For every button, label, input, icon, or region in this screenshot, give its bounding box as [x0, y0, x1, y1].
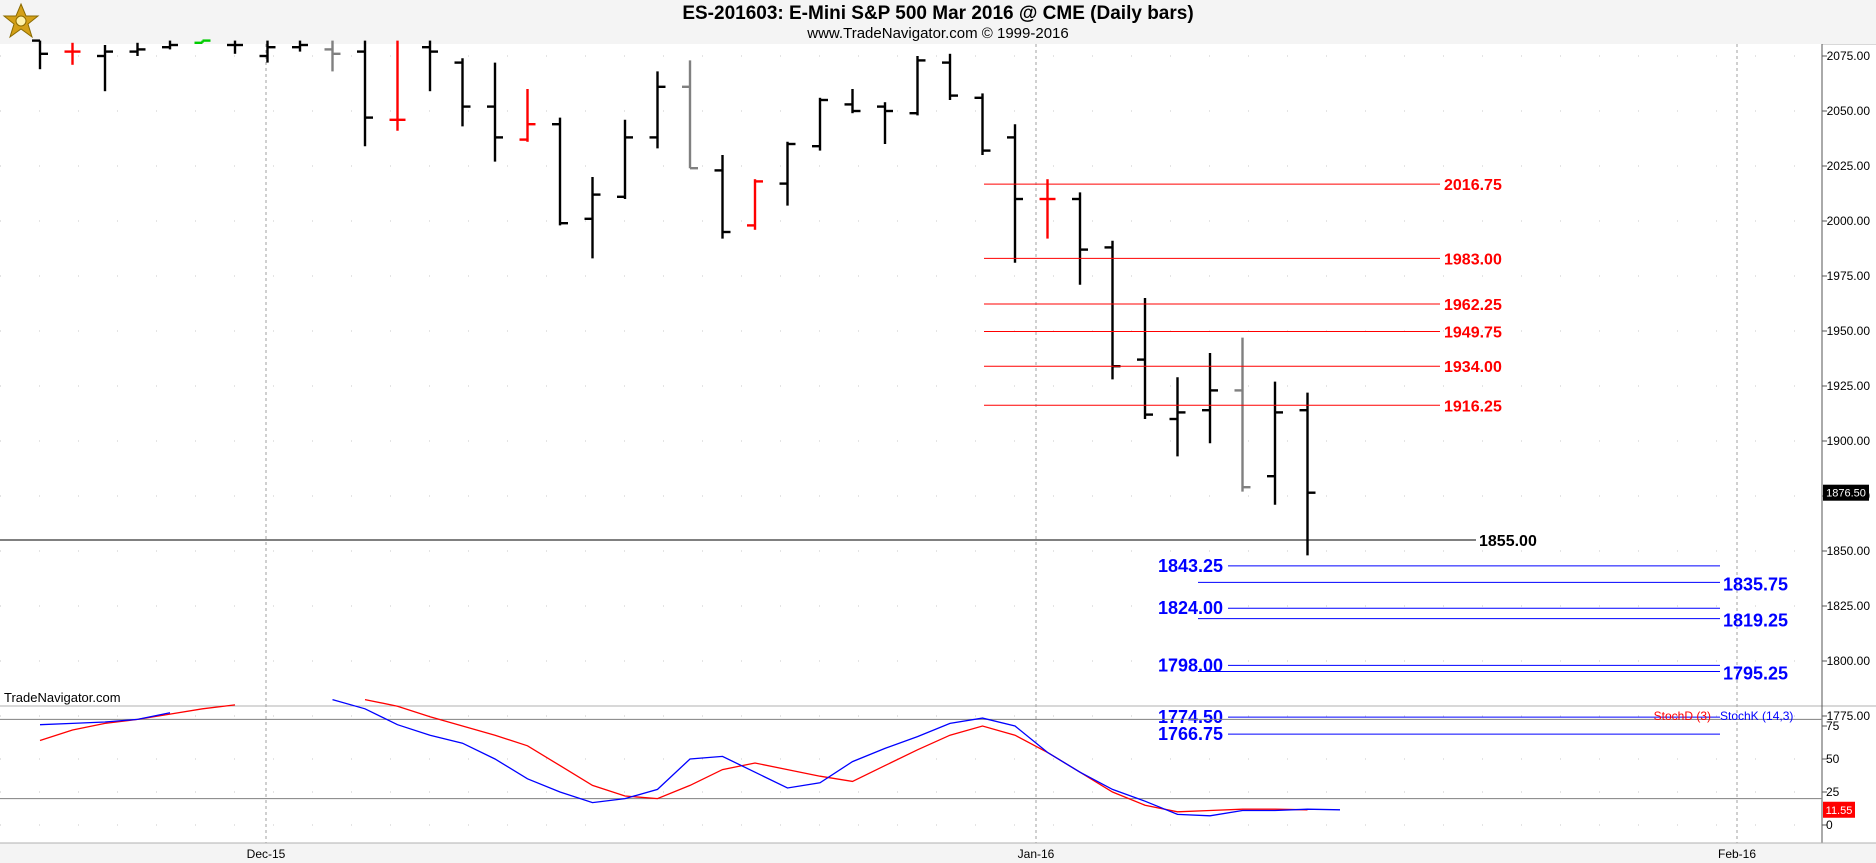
- chart-subtitle: www.TradeNavigator.com © 1999-2016: [807, 25, 1069, 42]
- price-tick-label: 2025.00: [1827, 159, 1871, 173]
- x-tick-label: Jan-16: [1018, 847, 1055, 861]
- support-label-right: 1819.25: [1723, 611, 1788, 631]
- support-label-right: 1795.25: [1723, 663, 1788, 683]
- ohlc-bar: [389, 40, 406, 131]
- support-label-right: 1835.75: [1723, 574, 1788, 594]
- ohlc-bar: [617, 119, 633, 199]
- x-tick-label: Dec-15: [247, 847, 286, 861]
- ohlc-bar: [129, 42, 146, 56]
- price-tick-label: 1950.00: [1827, 324, 1871, 338]
- price-tick-label: 1775.00: [1827, 709, 1871, 723]
- watermark-text: TradeNavigator.com: [4, 690, 121, 705]
- price-tick-label: 2000.00: [1827, 214, 1871, 228]
- x-tick-label: Feb-16: [1718, 847, 1756, 861]
- stochK-line: [39, 698, 1341, 817]
- ohlc-bar: [942, 53, 958, 100]
- stoch-last-marker: [1823, 801, 1855, 818]
- resistance-label: 1962.25: [1444, 297, 1502, 314]
- stoch-tick-label: 25: [1826, 785, 1840, 799]
- last-price-marker: [1823, 484, 1869, 501]
- price-tick-label: 1925.00: [1827, 379, 1871, 393]
- ohlc-bar: [649, 71, 666, 149]
- price-tick-label: 2075.00: [1827, 49, 1871, 63]
- pivot-label: 1855.00: [1479, 533, 1537, 550]
- ohlc-bar: [584, 177, 601, 259]
- resistance-label: 1983.00: [1444, 251, 1502, 268]
- ohlc-bar: [487, 62, 503, 162]
- ohlc-bar: [64, 42, 81, 65]
- ohlc-bar: [877, 102, 893, 144]
- price-tick-label: 1825.00: [1827, 599, 1871, 613]
- ohlc-bar: [97, 45, 113, 92]
- support-label-left: 1798.00: [1158, 655, 1223, 675]
- support-label-left: 1843.25: [1158, 556, 1223, 576]
- ohlc-bar: [1234, 337, 1251, 492]
- ohlc-bar: [32, 39, 48, 70]
- ohlc-bar: [324, 40, 341, 72]
- stochastic-panel: [0, 707, 1822, 843]
- ohlc-bar: [1299, 392, 1316, 556]
- ohlc-bar: [812, 97, 828, 151]
- ohlc-bar: [779, 141, 796, 206]
- ohlc-bar: [259, 40, 276, 63]
- x-axis-band: [0, 843, 1876, 863]
- ohlc-bar: [194, 39, 211, 44]
- ohlc-bar: [422, 40, 438, 92]
- resistance-label: 2016.75: [1444, 177, 1502, 194]
- resistance-label: 1949.75: [1444, 325, 1502, 342]
- ohlc-bar: [714, 155, 731, 239]
- ohlc-bar: [1267, 381, 1283, 505]
- ohlc-bar: [454, 58, 471, 127]
- legend-stochD: StochD (3): [1654, 709, 1711, 723]
- resistance-label: 1934.00: [1444, 359, 1502, 376]
- ohlc-bar: [357, 40, 373, 147]
- price-tick-label: 2050.00: [1827, 104, 1871, 118]
- stoch-tick-label: 0: [1826, 818, 1833, 832]
- resistance-label: 1916.25: [1444, 398, 1502, 415]
- ohlc-bar: [519, 89, 536, 142]
- ohlc-bar: [1169, 377, 1186, 457]
- support-label-left: 1824.00: [1158, 598, 1223, 618]
- ohlc-bar: [844, 89, 861, 114]
- ohlc-bar: [909, 56, 926, 116]
- stoch-tick-label: 50: [1826, 752, 1840, 766]
- ohlc-bar: [227, 40, 243, 54]
- price-tick-label: 1900.00: [1827, 434, 1871, 448]
- chart-header: ES-201603: E-Mini S&P 500 Mar 2016 @ CME…: [0, 0, 1876, 45]
- ohlc-bar: [1007, 124, 1023, 263]
- legend-stochK: StochK (14,3): [1720, 709, 1793, 723]
- ohlc-bar: [552, 117, 568, 226]
- ohlc-bar: [1039, 179, 1056, 239]
- last-price-label: 1876.50: [1826, 488, 1866, 500]
- price-tick-label: 1850.00: [1827, 544, 1871, 558]
- ohlc-bar: [1072, 192, 1088, 285]
- price-tick-label: 1975.00: [1827, 269, 1871, 283]
- support-label-left: 1774.50: [1158, 707, 1223, 727]
- ohlc-bar: [292, 40, 308, 52]
- chart-title: ES-201603: E-Mini S&P 500 Mar 2016 @ CME…: [682, 3, 1194, 24]
- price-tick-label: 1800.00: [1827, 654, 1871, 668]
- ohlc-bar: [747, 179, 763, 230]
- trade-navigator-logo-icon: [2, 2, 40, 39]
- stoch-last-label: 11.55: [1826, 805, 1853, 817]
- ohlc-bar: [162, 40, 178, 50]
- price-panel: [0, 44, 1822, 705]
- ohlc-bar: [974, 93, 991, 155]
- ohlc-bar: [1202, 353, 1218, 444]
- stoch-tick-label: 75: [1826, 719, 1840, 733]
- ohlc-bar: [682, 60, 698, 170]
- support-label-left: 1766.75: [1158, 724, 1223, 744]
- ohlc-bar: [1137, 298, 1153, 419]
